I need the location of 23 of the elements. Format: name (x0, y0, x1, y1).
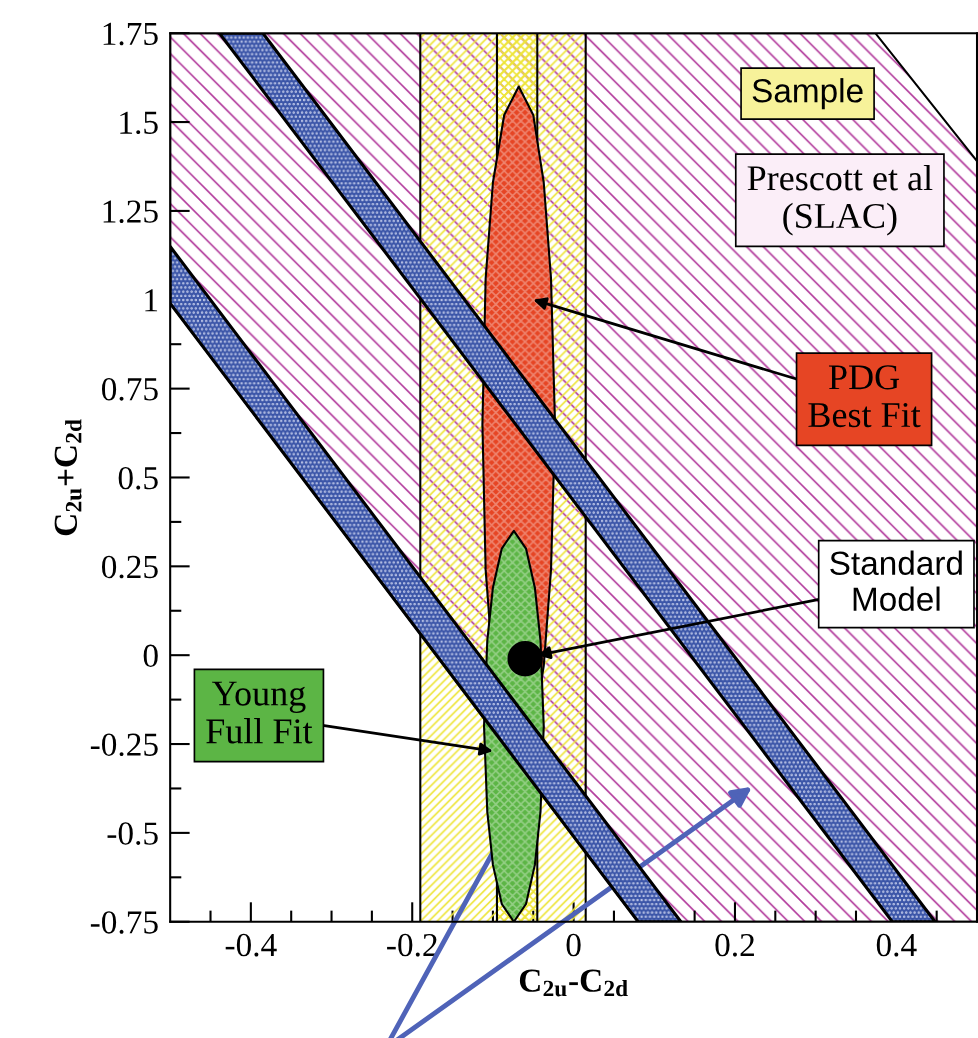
y-tick-label: 1.75 (103, 22, 158, 46)
annotation: Standard Model (830, 550, 962, 611)
x-tick-label: 0.4 (876, 933, 917, 957)
x-tick-label: 0.2 (715, 933, 754, 957)
y-tick-label: -0.5 (107, 822, 158, 845)
y-tick-label: -0.25 (90, 733, 158, 757)
annotation: Prescott et al (SLAC) (747, 165, 933, 236)
y-tick-label: 0.75 (102, 378, 158, 401)
annotation: Sample (752, 78, 863, 110)
y-tick-label: -0.75 (90, 911, 158, 934)
y-axis-title: C$_{2u}$+C$_{2d}$ (54, 419, 82, 536)
y-tick-label: 1.5 (120, 111, 158, 135)
x-axis-title: C$_{2u}$-C$_{2d}$ (519, 969, 628, 997)
annotation: PDG Best Fit (808, 365, 921, 428)
y-tick-label: 0.5 (118, 466, 158, 490)
x-tick-label: -0.4 (225, 933, 277, 957)
y-tick-label: 1.25 (103, 200, 158, 223)
x-tick-label: 0 (566, 933, 581, 957)
annotation: Young Full Fit (206, 681, 313, 744)
y-tick-label: 1 (145, 289, 158, 312)
y-tick-label: 0.25 (102, 555, 158, 579)
y-tick-label: 0 (143, 644, 158, 668)
x-tick-label: -0.2 (387, 933, 437, 957)
